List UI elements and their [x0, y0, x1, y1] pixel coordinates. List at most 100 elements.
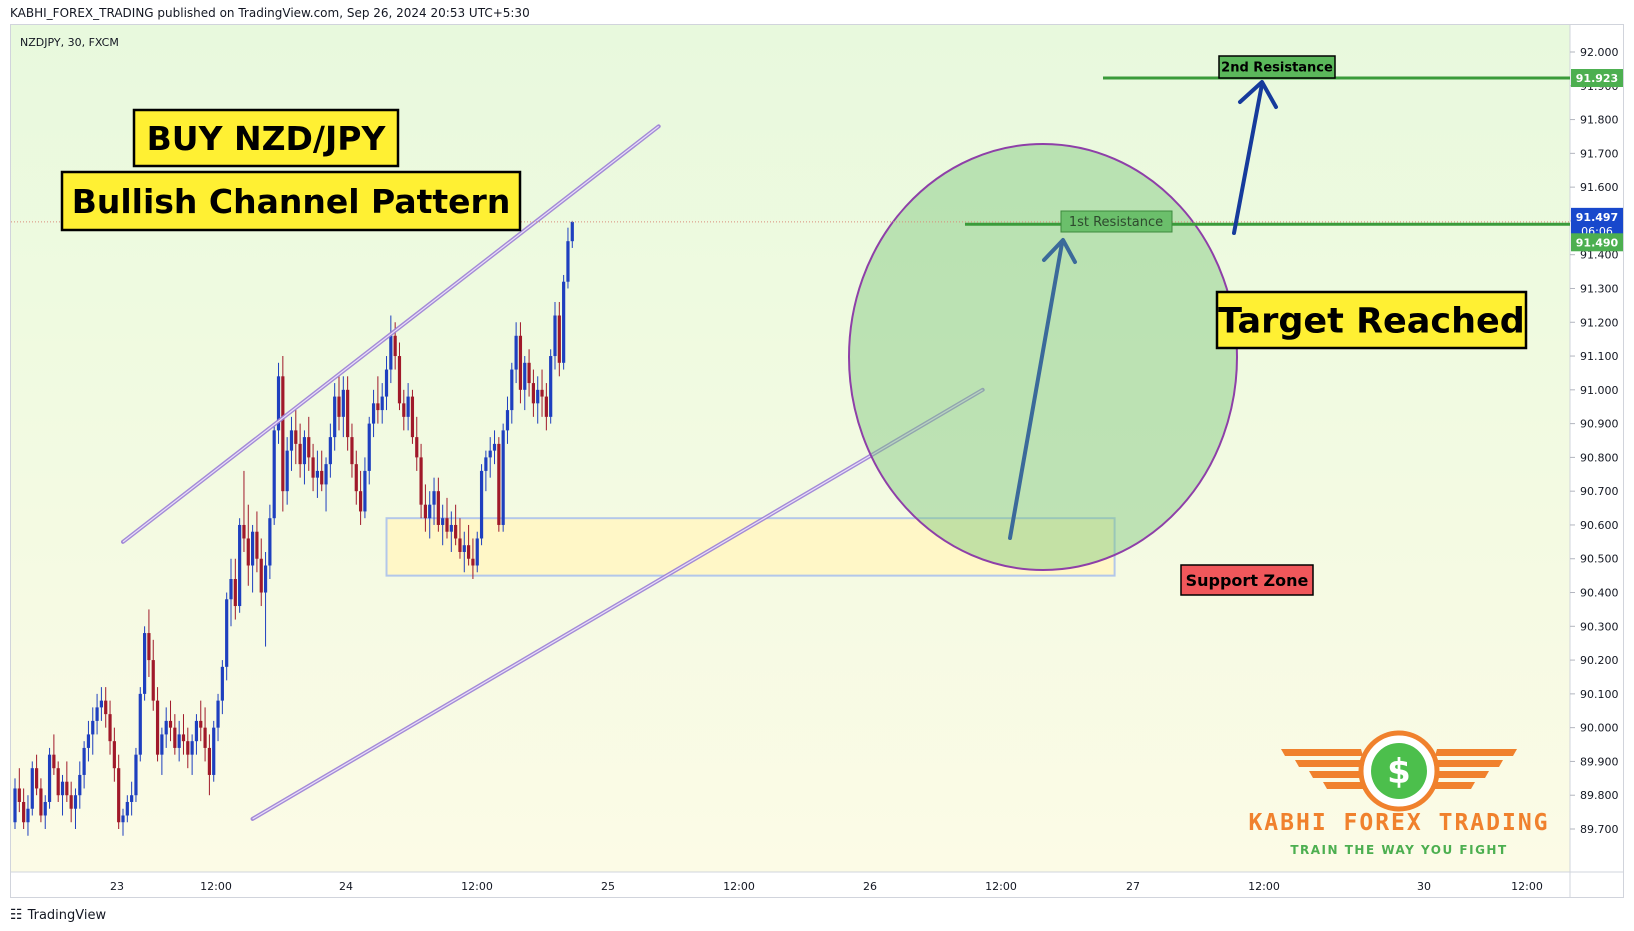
candle-body [186, 741, 190, 755]
candle-body [86, 734, 91, 748]
candle-body [354, 464, 358, 492]
candle-body [168, 720, 173, 728]
candle-body [47, 754, 52, 802]
candle-body [246, 538, 250, 566]
candle-body [449, 524, 453, 532]
candle-body [315, 470, 319, 478]
footer-brand: TradingView [27, 907, 107, 923]
candle-body [199, 720, 203, 728]
support-zone-label-box [1180, 564, 1314, 596]
candle-body [380, 396, 384, 411]
watermark-brand: KABHI FOREX TRADING [1248, 810, 1549, 836]
dollar-coin-wings-icon: $ [1281, 730, 1517, 812]
candle-body [540, 389, 544, 397]
x-tick-label: 12:00 [1511, 880, 1543, 893]
candle-body [212, 727, 216, 775]
candle-body [376, 403, 380, 411]
candle-body [56, 768, 60, 796]
y-tick-label: 91.400 [1580, 249, 1619, 262]
support-zone-label: Support Zone [1186, 571, 1309, 590]
candle-body [367, 423, 371, 471]
drawings [11, 76, 1570, 821]
target-reached-label: Target Reached [1218, 302, 1525, 342]
watermark: $ KABHI FOREX TRADING TRAIN THE WAY YOU FI… [1248, 730, 1549, 857]
candle-body [121, 815, 125, 823]
candle-body [22, 801, 26, 823]
subtitle-label: Bullish Channel Pattern [72, 182, 511, 221]
candle-body [536, 389, 540, 404]
x-tick-label: 30 [1417, 880, 1431, 893]
candle-body [147, 633, 151, 661]
y-tick-label: 89.700 [1580, 823, 1619, 836]
y-tick-label: 91.100 [1580, 350, 1619, 363]
candle-body [549, 356, 553, 417]
y-tick-label: 90.100 [1580, 688, 1619, 701]
candle-body [393, 335, 397, 357]
candle-body [276, 376, 281, 431]
candle-body [384, 369, 389, 397]
candle-body [570, 221, 574, 242]
candle-body [112, 741, 116, 769]
candle-body [26, 808, 30, 823]
title-label-box [132, 108, 400, 168]
candle-body [82, 747, 86, 775]
candle-body [242, 524, 246, 539]
candle-body [164, 720, 168, 735]
publisher-line: KABHI_FOREX_TRADING published on Trading… [10, 6, 530, 20]
candle-body [523, 362, 527, 390]
candle-body [229, 579, 233, 600]
x-tick-label: 12:00 [200, 880, 232, 893]
candle-body [17, 788, 21, 802]
y-tick-label: 90.000 [1580, 722, 1619, 735]
candle-body [514, 335, 518, 370]
coin-face [1371, 743, 1427, 799]
y-tick-label: 90.900 [1580, 418, 1619, 431]
candle-body [78, 774, 82, 796]
wing-feather [1435, 771, 1489, 778]
target-reached-label-box [1215, 290, 1528, 350]
y-tick-label: 90.500 [1580, 553, 1619, 566]
y-tick-label: 91.000 [1580, 384, 1619, 397]
y-tick-label: 91.700 [1580, 147, 1619, 160]
candle-body [544, 396, 548, 417]
candle-body [272, 430, 276, 519]
candle-body [194, 720, 199, 742]
candle-body [91, 720, 95, 735]
y-tick-label: 89.900 [1580, 755, 1619, 768]
candle-body [531, 383, 535, 404]
x-tick-label: 12:00 [1248, 880, 1280, 893]
x-tick-label: 12:00 [723, 880, 755, 893]
candle-body [397, 356, 402, 404]
candle-body [419, 457, 423, 505]
candle-body [432, 491, 436, 505]
y-tick-label: 91.800 [1580, 114, 1619, 127]
symbol-info: NZDJPY, 30, FXCM [20, 36, 119, 49]
candle-body [43, 801, 47, 816]
tag-last-price-box [1571, 207, 1623, 238]
x-tick-label: 24 [339, 880, 353, 893]
wing-feather [1435, 760, 1503, 767]
watermark-slogan: TRAIN THE WAY YOU FIGHT [1290, 843, 1507, 857]
candle-body [69, 795, 73, 809]
candle-body [155, 700, 160, 755]
candle-body [173, 727, 177, 748]
candle-body [220, 666, 224, 701]
y-tick-label: 90.400 [1580, 587, 1619, 600]
candle-body [484, 457, 488, 471]
tradingview-logo-icon: ☷ [10, 907, 23, 923]
candle-body [371, 403, 376, 424]
footer[interactable]: ☷ TradingView [10, 903, 106, 927]
candle-body [363, 470, 367, 512]
candle-body [497, 443, 501, 525]
candle-body [160, 734, 164, 755]
candle-body [238, 524, 242, 607]
candle-body [324, 464, 328, 485]
candle-body [259, 558, 263, 593]
arrow-to-first-resistance [1008, 241, 1064, 540]
x-tick-label: 23 [110, 880, 124, 893]
candle-body [566, 241, 570, 282]
candle-body [328, 437, 332, 465]
candle-body [13, 788, 17, 823]
candle-body [346, 389, 350, 438]
